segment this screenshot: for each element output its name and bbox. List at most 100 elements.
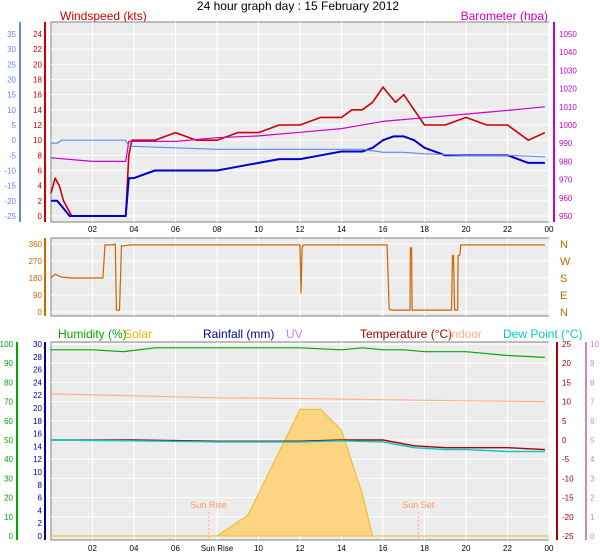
series-indoor (50, 393, 545, 403)
rainfall-tick-label: 14 (33, 442, 42, 451)
humidity-tick-label: 90 (4, 359, 13, 368)
barometer-tick-label: 1010 (559, 103, 577, 112)
uv-tick-label: 2 (590, 494, 595, 503)
x-tick-label: 12 (296, 225, 305, 234)
temperature-tick-label: -25 (562, 532, 574, 541)
series-barometer (50, 106, 545, 162)
temp-tick-label: 25 (7, 60, 16, 69)
barometer-tick-label: 1050 (559, 30, 577, 39)
compass-label: S (560, 273, 567, 285)
legend-solar: Solar (124, 327, 152, 341)
humidity-tick-label: 10 (4, 513, 13, 522)
rainfall-tick-label: 12 (33, 455, 42, 464)
compass-label: N (560, 239, 568, 251)
temp-tick-label: 10 (7, 106, 16, 115)
uv-tick-label: 0 (590, 532, 595, 541)
rainfall-tick-label: 24 (33, 378, 42, 387)
x-tick-label: 04 (130, 225, 139, 234)
rainfall-tick-label: 10 (33, 468, 42, 477)
series-wind-direction (50, 243, 545, 311)
uv-tick-label: 6 (590, 417, 595, 426)
compass-label: E (560, 290, 567, 302)
x-tick-label: 14 (337, 225, 346, 234)
rainfall-tick-label: 8 (38, 481, 43, 490)
uv-tick-label: 1 (590, 513, 595, 522)
x-tick-label-bottom: 10 (254, 544, 263, 553)
uv-tick-label: 7 (590, 398, 595, 407)
humidity-tick-label: 60 (4, 417, 13, 426)
series-solar (51, 408, 549, 537)
direction-tick-label: 270 (29, 257, 43, 266)
x-tick-label-bottom: 06 (171, 544, 180, 553)
wind-tick-label: 8 (38, 151, 43, 160)
series-average-windspeed (51, 135, 545, 217)
temperature-tick-label: -10 (562, 474, 574, 483)
x-tick-label-bottom: 12 (296, 544, 305, 553)
humidity-tick-label: 0 (9, 532, 14, 541)
temperature-tick-label: 0 (562, 436, 567, 445)
sun-rise-marker-label: Sun Rise (190, 500, 227, 510)
wind-tick-label: 14 (33, 106, 42, 115)
temp-tick-label: 15 (7, 91, 16, 100)
rainfall-tick-label: 16 (33, 430, 42, 439)
series-humidity (51, 347, 545, 358)
barometer-tick-label: 1020 (559, 85, 577, 94)
legend-uv: UV (286, 327, 303, 341)
temp-tick-label: 20 (7, 76, 16, 85)
rainfall-tick-label: 20 (33, 404, 42, 413)
x-tick-label: 16 (379, 225, 388, 234)
temperature-tick-label: -5 (562, 455, 570, 464)
x-tick-label: 18 (420, 225, 429, 234)
wind-tick-label: 0 (38, 212, 43, 221)
wind-tick-label: 24 (33, 30, 42, 39)
data-series (50, 86, 549, 537)
x-tick-label: 06 (171, 225, 180, 234)
x-tick-label: 10 (254, 225, 263, 234)
series-outdoor-temperature (51, 139, 545, 158)
x-tick-label-bottom: 04 (130, 544, 139, 553)
rainfall-tick-label: 26 (33, 366, 42, 375)
legend-rainfall: Rainfall (mm) (203, 327, 274, 341)
compass-label: W (560, 256, 571, 268)
temp-tick-label: 30 (7, 45, 16, 54)
uv-tick-label: 3 (590, 474, 595, 483)
rainfall-tick-label: 6 (38, 494, 43, 503)
rainfall-tick-label: 28 (33, 353, 42, 362)
humidity-tick-label: 100 (0, 340, 14, 349)
chart-title: 24 hour graph day : 15 February 2012 (197, 0, 399, 13)
legend-humidity: Humidity (%) (58, 327, 127, 341)
temp-tick-label: -25 (4, 212, 16, 221)
temp-tick-label: 35 (7, 30, 16, 39)
x-tick-label-bottom: 18 (420, 544, 429, 553)
x-tick-label-bottom: 14 (337, 544, 346, 553)
windspeed-axis-title: Windspeed (kts) (60, 9, 147, 23)
direction-tick-label: 90 (33, 291, 42, 300)
humidity-tick-label: 20 (4, 494, 13, 503)
temp-tick-label: 5 (12, 121, 17, 130)
legend-indoor: Indoor (448, 327, 482, 341)
wind-tick-label: 2 (38, 197, 43, 206)
wind-tick-label: 22 (33, 45, 42, 54)
legend-dewpoint: Dew Point (°C) (503, 327, 582, 341)
barometer-tick-label: 1040 (559, 48, 577, 57)
x-tick-label-bottom: 00 (545, 544, 554, 553)
legend-temperature: Temperature (°C) (360, 327, 452, 341)
uv-tick-label: 5 (590, 436, 595, 445)
barometer-tick-label: 1000 (559, 121, 577, 130)
wind-tick-label: 10 (33, 136, 42, 145)
x-tick-label-bottom: 20 (462, 544, 471, 553)
temp-tick-label: -20 (4, 197, 16, 206)
wind-tick-label: 16 (33, 91, 42, 100)
rainfall-tick-label: 2 (38, 519, 43, 528)
series-dewpoint (50, 439, 545, 453)
temp-tick-label: -10 (4, 167, 16, 176)
rainfall-tick-label: 18 (33, 417, 42, 426)
temperature-tick-label: 25 (562, 340, 571, 349)
x-tick-label: 02 (88, 225, 97, 234)
barometer-tick-label: 980 (559, 157, 573, 166)
humidity-tick-label: 70 (4, 398, 13, 407)
rainfall-tick-label: 0 (38, 532, 43, 541)
rainfall-tick-label: 30 (33, 340, 42, 349)
